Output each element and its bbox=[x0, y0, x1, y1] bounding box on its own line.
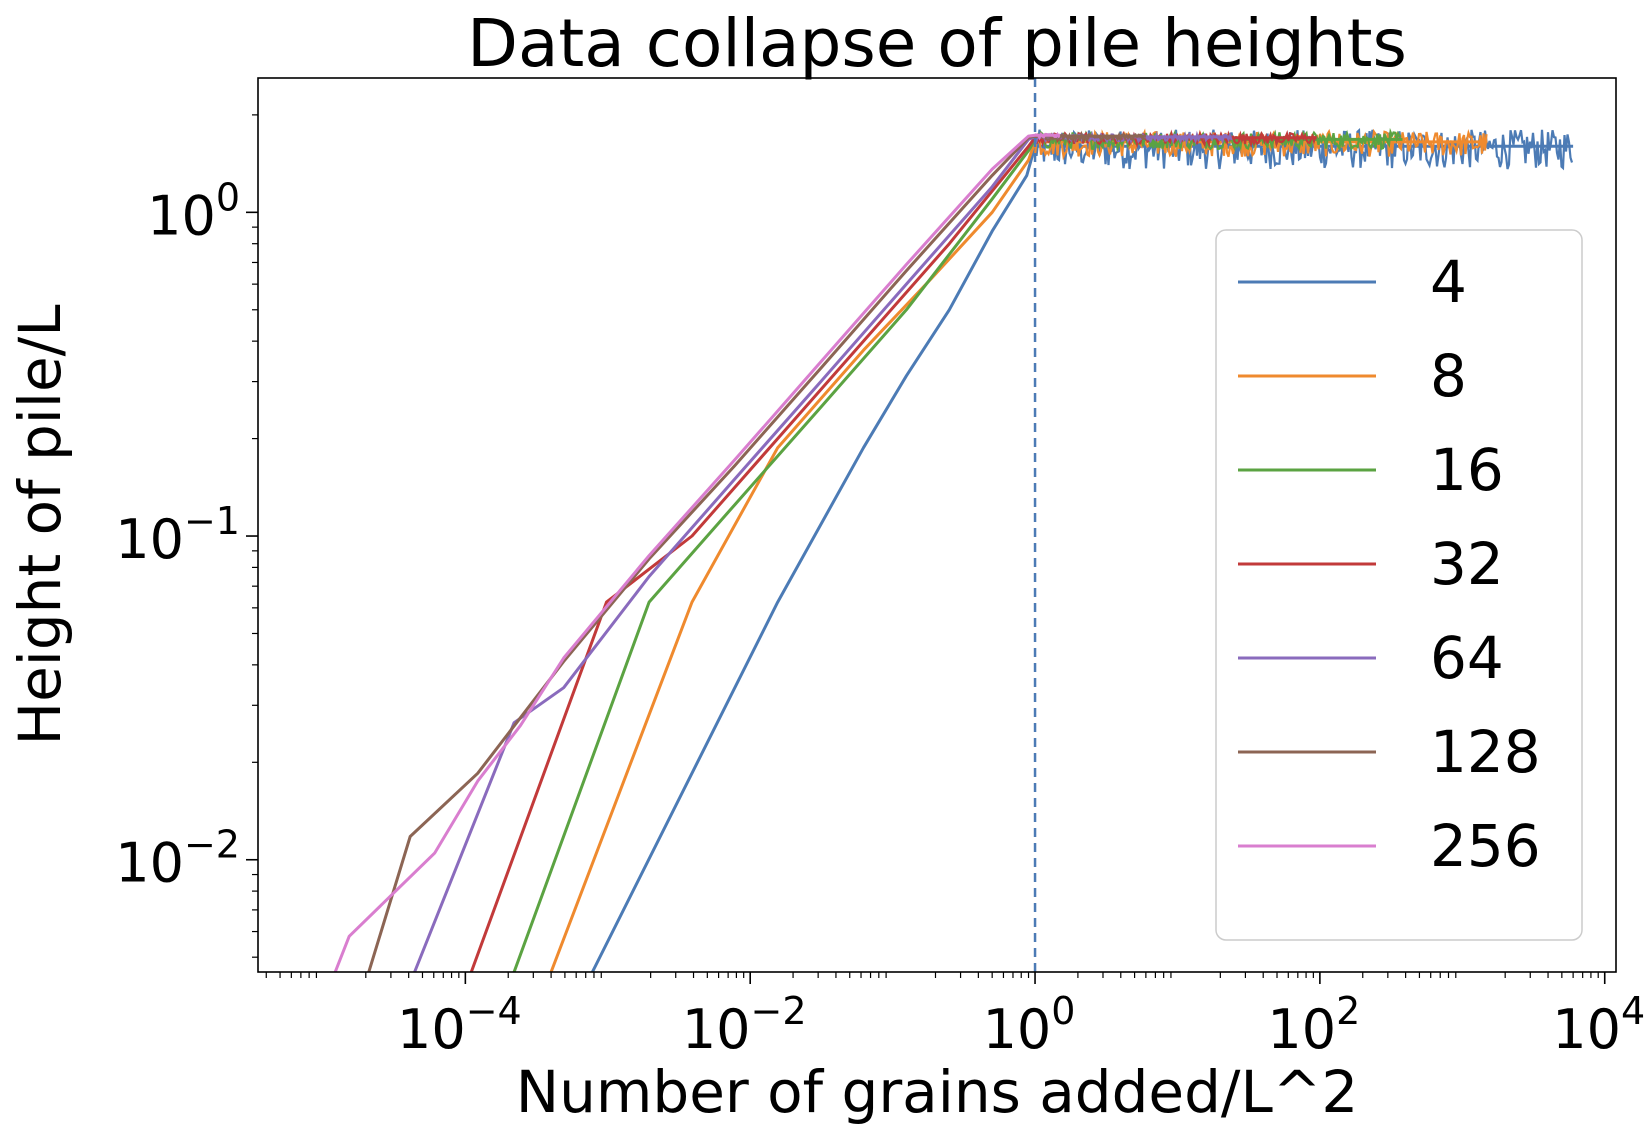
x-tick-label--2: 10−2 bbox=[682, 989, 807, 1061]
legend-label-8: 8 bbox=[1430, 342, 1467, 410]
legend-frame bbox=[1215, 229, 1583, 941]
x-tick-base: 10 bbox=[397, 998, 466, 1061]
x-tick-exponent: −4 bbox=[466, 989, 522, 1033]
chart-title: Data collapse of pile heights bbox=[467, 5, 1407, 82]
y-tick-exponent: −1 bbox=[184, 499, 240, 543]
y-tick-label-0: 100 bbox=[147, 175, 240, 247]
legend-label-64: 64 bbox=[1430, 624, 1504, 692]
y-tick-exponent: −2 bbox=[184, 823, 240, 867]
legend: 4 8 16 32 64 128 256 bbox=[1215, 229, 1583, 941]
x-axis-title: Number of grains added/L^2 bbox=[516, 1058, 1359, 1126]
y-tick-base: 10 bbox=[115, 508, 184, 571]
x-tick-label-4: 104 bbox=[1552, 989, 1645, 1061]
x-tick-base: 10 bbox=[983, 998, 1052, 1061]
y-tick-label--2: 10−2 bbox=[115, 823, 240, 895]
legend-label-16: 16 bbox=[1430, 436, 1504, 504]
legend-label-256: 256 bbox=[1430, 812, 1541, 880]
x-tick-exponent: 0 bbox=[1051, 989, 1075, 1033]
x-tick-label-2: 102 bbox=[1267, 989, 1360, 1061]
x-tick-base: 10 bbox=[1267, 998, 1336, 1061]
y-tick-label--1: 10−1 bbox=[115, 499, 240, 571]
x-tick-label-0: 100 bbox=[983, 989, 1076, 1061]
y-tick-base: 10 bbox=[147, 184, 216, 247]
legend-label-32: 32 bbox=[1430, 530, 1504, 598]
y-axis-title: Height of pile/L bbox=[6, 304, 74, 745]
series-steady-128 bbox=[1034, 130, 1145, 143]
x-axis: 10−4 10−2 100 102 104 bbox=[265, 972, 1645, 1061]
x-tick-base: 10 bbox=[1552, 998, 1621, 1061]
series-line-32 bbox=[469, 136, 1317, 972]
series-line-256 bbox=[333, 133, 1061, 972]
y-tick-base: 10 bbox=[115, 832, 184, 895]
series-steady-256 bbox=[1034, 131, 1061, 141]
series-line-16 bbox=[512, 137, 1403, 972]
legend-label-4: 4 bbox=[1430, 248, 1467, 316]
series-line-4 bbox=[591, 144, 1574, 972]
x-tick-exponent: 4 bbox=[1621, 989, 1645, 1033]
x-tick-base: 10 bbox=[682, 998, 751, 1061]
x-tick-label--4: 10−4 bbox=[397, 989, 522, 1061]
plot-frame bbox=[257, 77, 1617, 973]
legend-label-128: 128 bbox=[1430, 718, 1541, 786]
x-tick-exponent: −2 bbox=[751, 989, 807, 1033]
y-tick-exponent: 0 bbox=[216, 175, 240, 219]
series-layer bbox=[333, 127, 1574, 972]
x-tick-exponent: 2 bbox=[1336, 989, 1360, 1033]
